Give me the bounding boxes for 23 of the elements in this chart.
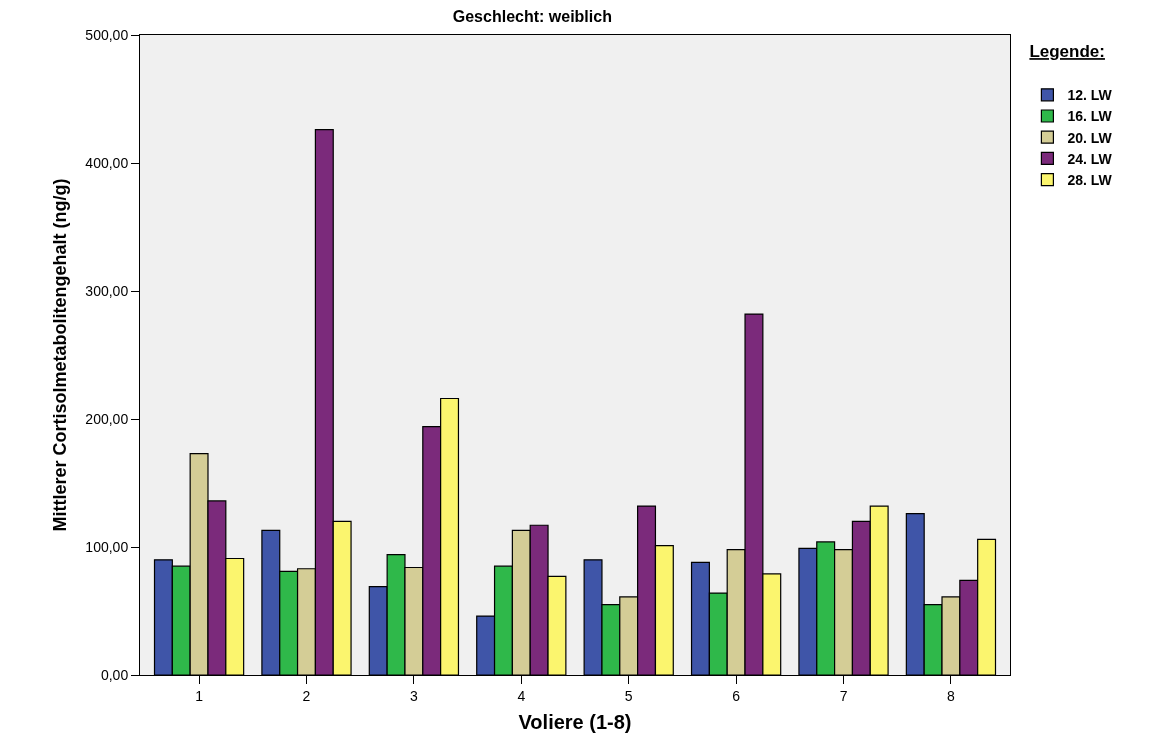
y-tick-label: 300,00 (85, 282, 129, 299)
x-tick-label: 5 (624, 687, 633, 704)
legend-label: 28. LW (1067, 172, 1113, 189)
y-tick-label: 200,00 (85, 410, 129, 427)
x-axis-title: Voliere (1-8) (518, 711, 632, 734)
chart-title: Geschlecht: weiblich (452, 8, 612, 26)
x-tick-label: 6 (732, 687, 741, 704)
x-tick-label: 4 (517, 687, 526, 704)
y-axis-title: Mittlerer Cortisolmetabolitengehalt (ng/g) (49, 178, 70, 532)
y-tick-label: 400,00 (85, 154, 129, 171)
x-tick-label: 8 (947, 687, 956, 704)
legend-label: 24. LW (1067, 150, 1113, 167)
x-tick-label: 2 (302, 687, 311, 704)
legend-title: Legende: (1029, 42, 1105, 62)
y-tick-label: 100,00 (85, 538, 129, 555)
legend-label: 12. LW (1067, 87, 1113, 104)
legend-label: 20. LW (1067, 129, 1113, 146)
y-tick-label: 0,00 (100, 666, 129, 683)
y-tick-label: 500,00 (85, 26, 129, 43)
x-tick-label: 1 (195, 687, 204, 704)
x-tick-label: 7 (839, 687, 848, 704)
x-tick-label: 3 (409, 687, 418, 704)
legend-label: 16. LW (1067, 108, 1113, 125)
